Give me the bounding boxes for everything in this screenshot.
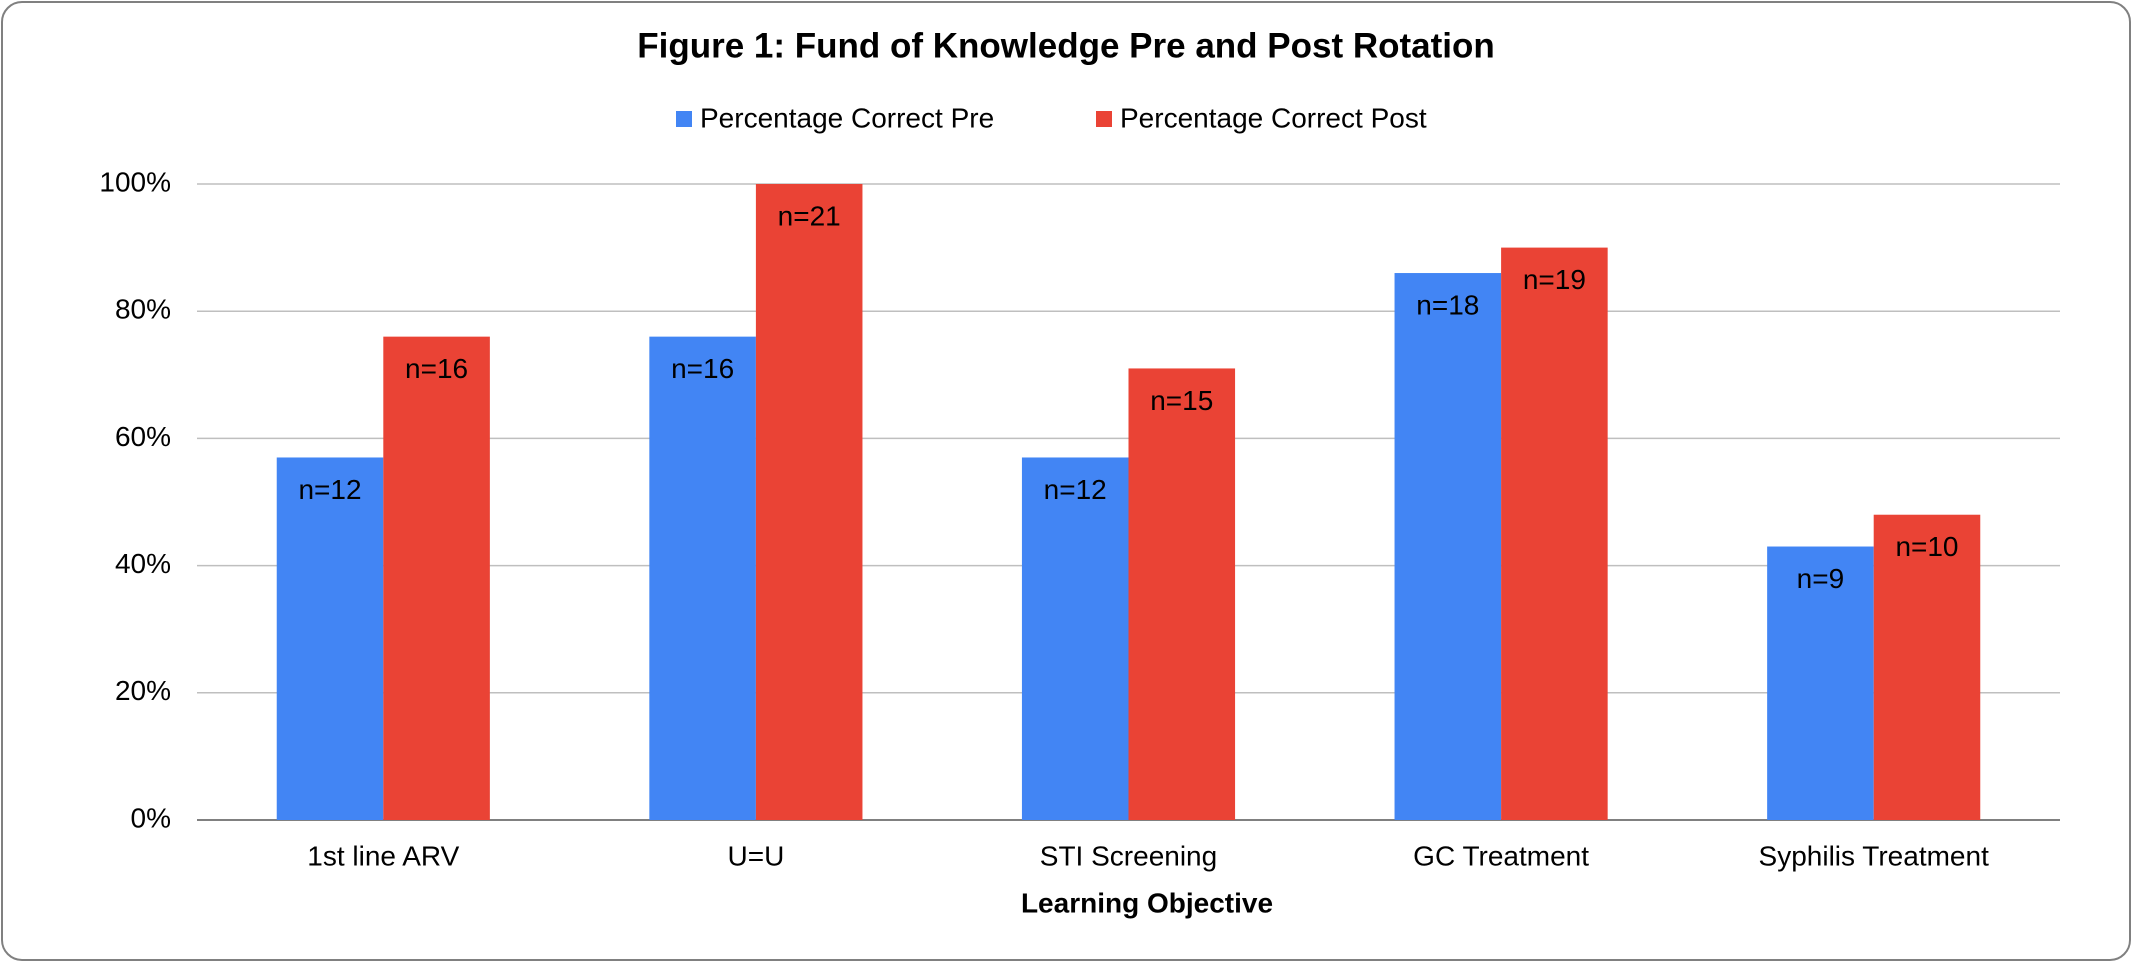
y-tick-label: 100%	[99, 166, 171, 197]
y-tick-label: 20%	[115, 675, 171, 706]
data-label: n=15	[1150, 385, 1213, 416]
data-label: n=16	[405, 353, 468, 384]
data-label: n=21	[778, 200, 841, 231]
legend-label: Percentage Correct Post	[1120, 102, 1427, 133]
y-tick-label: 0%	[131, 802, 171, 833]
legend-label: Percentage Correct Pre	[700, 102, 994, 133]
legend-swatch	[676, 111, 692, 127]
data-label: n=19	[1523, 264, 1586, 295]
bar	[276, 457, 384, 820]
bar	[649, 336, 756, 820]
y-tick-label: 80%	[115, 294, 171, 325]
y-tick-label: 40%	[115, 548, 171, 579]
x-tick-label: 1st line ARV	[307, 840, 459, 871]
bar	[1873, 514, 1981, 820]
bar	[1128, 368, 1236, 820]
x-tick-label: STI Screening	[1040, 840, 1217, 871]
data-label: n=9	[1797, 563, 1845, 594]
data-label: n=10	[1895, 531, 1958, 562]
data-label: n=18	[1416, 289, 1479, 320]
x-axis-title: Learning Objective	[1021, 887, 1273, 918]
data-label: n=12	[1044, 474, 1107, 505]
x-tick-label: GC Treatment	[1413, 840, 1589, 871]
data-label: n=12	[298, 474, 361, 505]
chart-title: Figure 1: Fund of Knowledge Pre and Post…	[637, 26, 1495, 65]
bar	[1394, 273, 1502, 820]
bar	[383, 336, 490, 820]
data-label: n=16	[671, 353, 734, 384]
x-tick-label: U=U	[728, 840, 785, 871]
bar	[1767, 546, 1874, 820]
bar	[1501, 247, 1608, 821]
x-tick-label: Syphilis Treatment	[1759, 840, 1990, 871]
legend-swatch	[1096, 111, 1112, 127]
bar	[755, 184, 863, 820]
y-tick-label: 60%	[115, 421, 171, 452]
bar	[1021, 457, 1129, 820]
